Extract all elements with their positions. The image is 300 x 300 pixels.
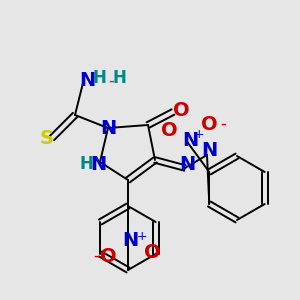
Text: N: N xyxy=(90,154,106,173)
Text: H: H xyxy=(92,69,106,87)
Text: O: O xyxy=(100,247,116,266)
Text: +: + xyxy=(194,128,205,140)
Text: S: S xyxy=(40,128,54,148)
Text: N: N xyxy=(122,230,138,250)
Text: H: H xyxy=(112,69,126,87)
Text: -: - xyxy=(220,115,226,133)
Text: O: O xyxy=(144,242,160,262)
Text: N: N xyxy=(201,142,217,160)
Text: N: N xyxy=(182,130,198,149)
Text: N: N xyxy=(79,71,95,91)
Text: O: O xyxy=(173,100,189,119)
Text: O: O xyxy=(201,115,217,134)
Text: N: N xyxy=(179,154,195,173)
Text: H: H xyxy=(79,155,93,173)
Text: O: O xyxy=(161,121,178,140)
Text: -: - xyxy=(108,72,114,90)
Text: +: + xyxy=(137,230,147,242)
Text: -: - xyxy=(93,247,99,265)
Text: N: N xyxy=(100,118,116,137)
